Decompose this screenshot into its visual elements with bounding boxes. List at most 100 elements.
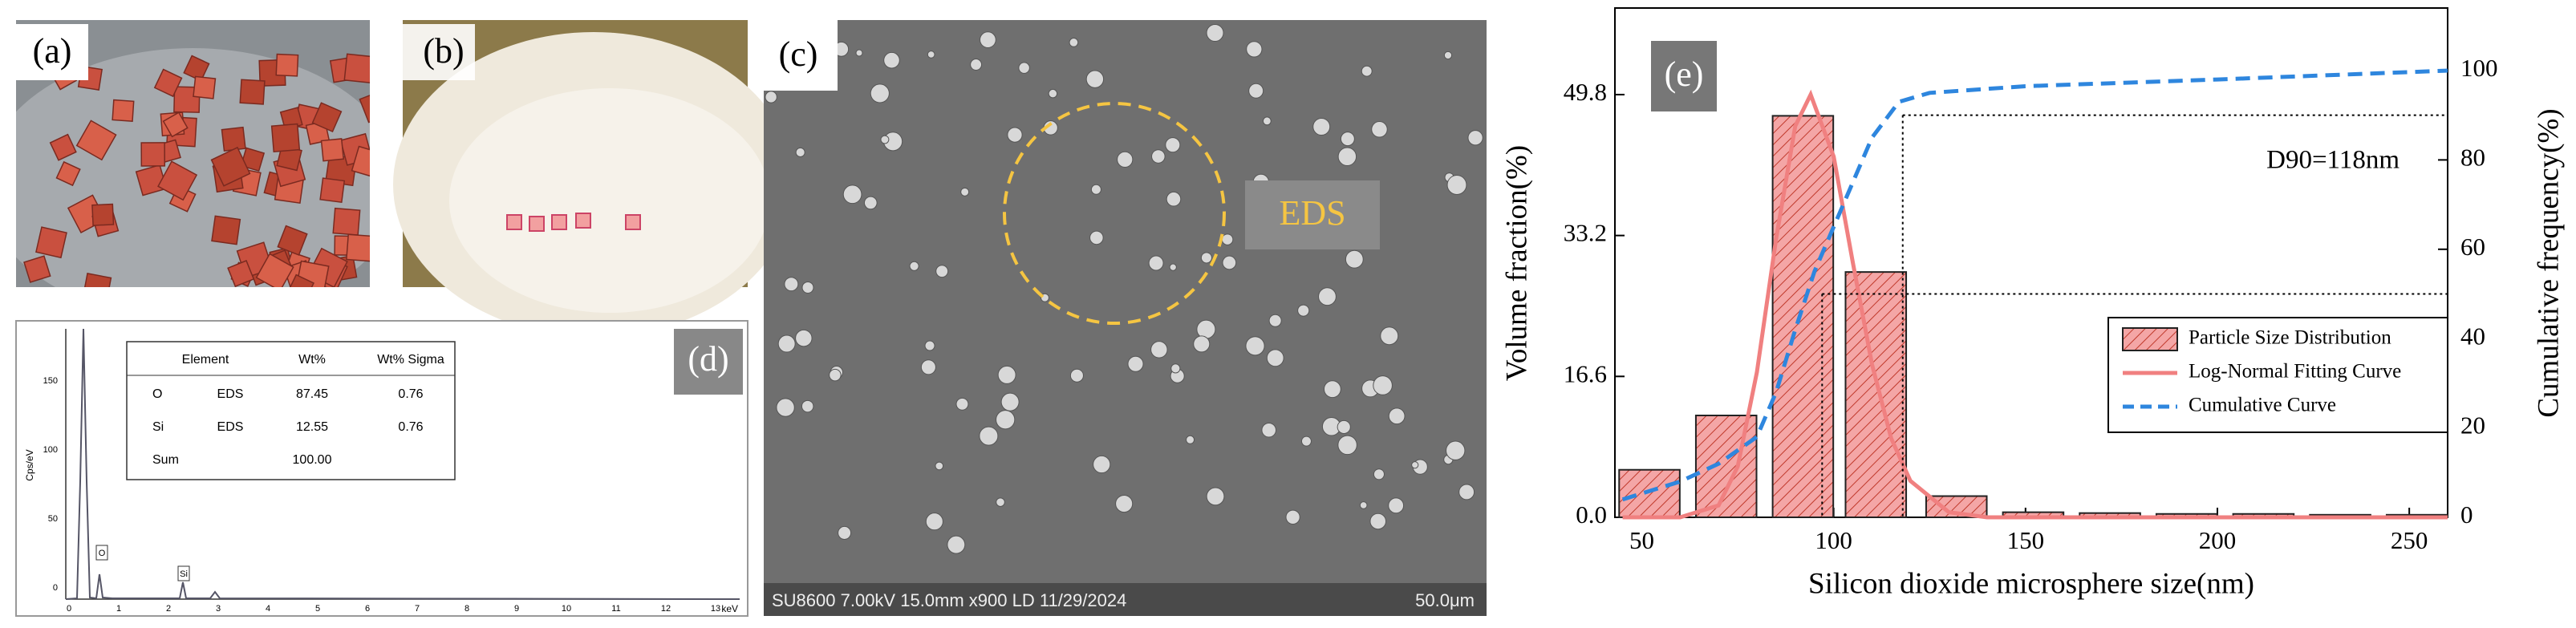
cube [75,120,117,161]
legend-label: Log-Normal Fitting Curve [2189,361,2401,383]
panel-label: (b) [423,31,464,71]
particle [1388,407,1406,425]
x-axis-label: Silicon dioxide microsphere size(nm) [1808,567,2254,600]
eds-x-tick: 4 [266,604,270,614]
particle [1446,440,1466,460]
eds-x-tick: 5 [315,604,320,614]
eds-x-tick: 6 [365,604,370,614]
sem-footer-bar [764,583,1487,616]
eds-y-tick: 0 [53,583,58,593]
cube [162,111,189,138]
bar [1618,468,1681,519]
x-tick-label: 100 [1815,526,1852,554]
particle [979,426,999,446]
table-cell: 87.45 [296,387,328,401]
eds-box [1245,180,1380,249]
cube [221,126,246,152]
particle [1165,137,1181,153]
particle [1446,175,1467,195]
particle [1380,326,1399,346]
y2-tick-label: 40 [2460,322,2485,350]
particle [863,196,878,210]
cube [239,79,266,105]
label-box [403,24,475,80]
particle [970,59,983,71]
x-tick-label: 150 [2007,526,2045,554]
cube [112,99,135,122]
y2-tick-label: 0 [2460,500,2473,529]
particle [1069,368,1084,383]
cube [23,255,51,283]
cube [343,53,370,84]
photo-b [393,20,794,337]
particle [1388,497,1405,514]
particle [1222,255,1237,270]
particle [795,147,805,158]
cube [311,102,343,133]
particle [1169,263,1177,271]
label-box [674,329,743,395]
particle [801,281,814,294]
particle [1000,392,1020,411]
particle [1093,455,1111,474]
cube [240,147,266,172]
particle [1340,132,1355,147]
particle [996,497,1005,507]
particle [1318,287,1337,306]
particle [1127,355,1144,372]
particle [1090,184,1101,195]
particle [960,187,970,197]
particle [1193,335,1211,353]
eds-x-tick: 2 [166,604,171,614]
table-cell: Si [152,420,164,434]
table-cell: 0.76 [398,420,423,434]
particle [1206,23,1224,42]
eds-x-tick: 1 [116,604,121,614]
peak-label: O [99,549,106,558]
particle [920,359,936,375]
particle [1245,336,1265,356]
panel-label: (c) [779,34,818,74]
cube [277,225,308,256]
particle [1170,363,1181,374]
eds-x-tick: 13 [711,604,720,614]
cube [320,138,345,162]
particle [1369,513,1387,530]
particle [924,340,935,351]
particle [1323,380,1341,399]
cube [140,142,166,167]
particle [1337,147,1357,166]
particle [1069,38,1079,47]
particle [1458,484,1475,500]
peak-label: Si [180,569,188,579]
particle [1373,468,1385,480]
particle [1221,233,1234,245]
particle [1371,121,1388,138]
particle [980,31,996,48]
eds-y-label: Cps/eV [24,449,35,480]
y2-tick-label: 100 [2460,54,2498,82]
particle [1359,501,1368,509]
table-cell: Sum [152,453,179,467]
particle [1266,349,1284,367]
particle [1166,191,1182,207]
reference-label: D90=118nm [2266,145,2400,174]
table-cell: 12.55 [296,420,328,434]
scale-bar-label: 50.0μm [1415,590,1475,610]
cube [157,160,198,201]
bar [1771,115,1835,519]
particle [1261,422,1276,438]
eds-x-tick: 10 [562,604,571,614]
label-box [16,24,88,80]
particle [801,399,814,413]
cube [35,226,67,259]
eds-y-tick: 100 [43,445,58,455]
particle [880,135,890,144]
particle [1297,304,1310,317]
particle [935,265,949,278]
table-cell: 0.76 [398,387,423,401]
cube [91,203,115,226]
label-box [1651,41,1717,111]
panel-label: (e) [1665,55,1704,94]
